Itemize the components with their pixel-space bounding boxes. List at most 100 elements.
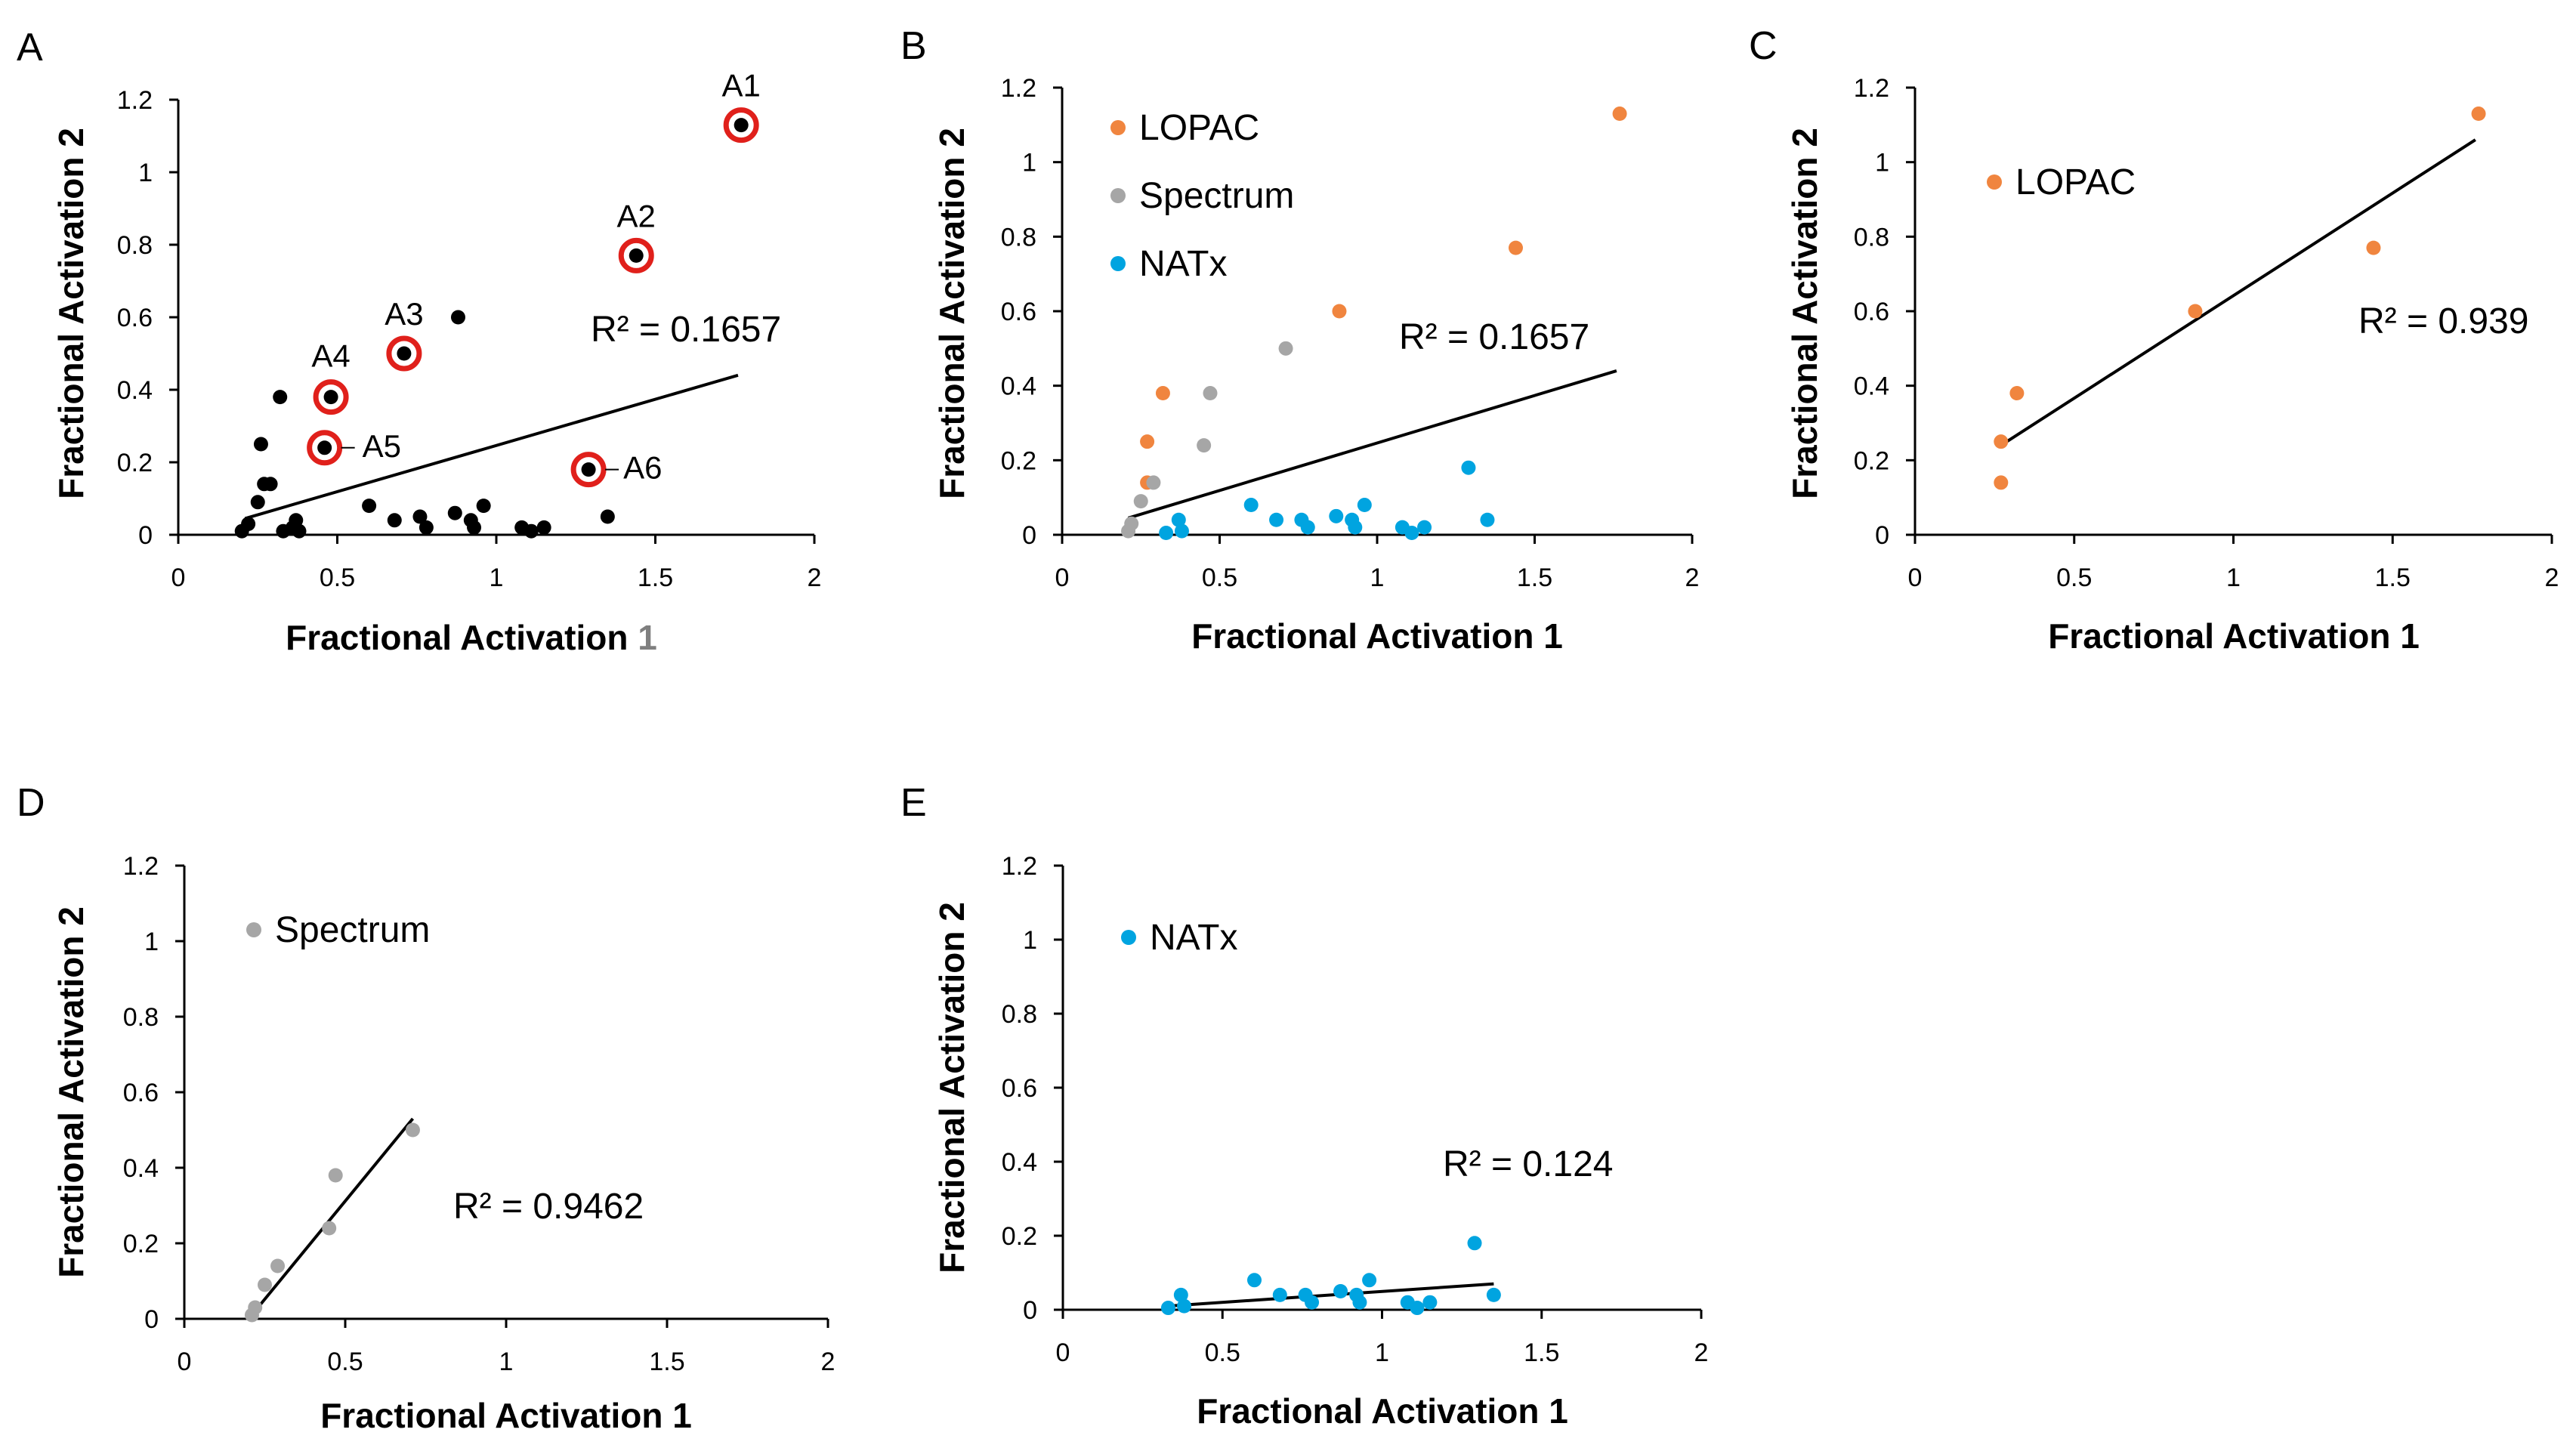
data-point-spectrum xyxy=(270,1258,286,1273)
data-point-natx xyxy=(1329,508,1344,523)
data-point-all xyxy=(467,520,482,535)
r-squared-label: R² = 0.1657 xyxy=(1399,317,1589,357)
data-point-lopac xyxy=(2009,386,2025,401)
data-point-all xyxy=(292,523,307,539)
data-point-natx xyxy=(1417,520,1432,535)
data-point-natx xyxy=(1243,498,1259,513)
x-tick-label: 0 xyxy=(1056,1338,1070,1367)
y-tick-label: 1.2 xyxy=(123,852,159,881)
y-tick-label: 0.6 xyxy=(1001,298,1036,326)
y-tick-label: 0.4 xyxy=(1002,1148,1037,1177)
data-point-highlighted xyxy=(734,118,749,133)
data-point-natx xyxy=(1467,1236,1482,1251)
y-tick-label: 1 xyxy=(138,159,153,187)
data-point-all xyxy=(250,495,265,510)
data-point-all xyxy=(412,509,428,524)
y-tick-label: 0.8 xyxy=(117,231,153,260)
x-tick-label: 1.5 xyxy=(2375,563,2411,592)
data-point-natx xyxy=(1173,1287,1188,1302)
x-axis-label: Fractional Activation 1 xyxy=(2048,616,2420,656)
x-tick-label: 2 xyxy=(2545,563,2559,592)
data-point-all xyxy=(273,390,288,405)
data-point-natx xyxy=(1357,498,1372,513)
data-point-natx xyxy=(1480,512,1495,527)
data-point-all xyxy=(241,517,256,532)
y-axis-label: Fractional Activation 2 xyxy=(1785,128,1824,499)
data-point-all xyxy=(419,520,434,535)
x-axis-label: Fractional Activation 1 xyxy=(1197,1391,1568,1431)
y-tick-label: 0.2 xyxy=(1002,1222,1037,1251)
x-tick-label: 0.5 xyxy=(1205,1338,1240,1367)
legend-marker-lopac xyxy=(1987,174,2002,190)
data-point-natx xyxy=(1159,526,1174,541)
y-tick-label: 0.6 xyxy=(1002,1074,1037,1103)
y-tick-label: 0.8 xyxy=(1854,223,1889,252)
annotation-label: A3 xyxy=(385,296,423,332)
x-tick-label: 1.5 xyxy=(1524,1338,1559,1367)
x-tick-label: 1 xyxy=(490,563,504,592)
y-axis-label: Fractional Activation 2 xyxy=(932,902,971,1273)
data-point-natx xyxy=(1177,1298,1192,1314)
x-tick-label: 0.5 xyxy=(327,1348,363,1376)
data-point-natx xyxy=(1348,520,1363,535)
y-tick-label: 0 xyxy=(1022,521,1036,550)
data-point-lopac xyxy=(2188,304,2203,319)
r-squared-label: R² = 0.9462 xyxy=(453,1187,644,1227)
y-tick-label: 0.6 xyxy=(117,304,153,332)
trendline xyxy=(247,1117,415,1320)
x-tick-label: 1 xyxy=(499,1348,514,1376)
data-point-natx xyxy=(1362,1273,1377,1288)
y-tick-label: 1.2 xyxy=(117,86,153,115)
x-tick-label: 2 xyxy=(1685,563,1700,592)
annotation-label: A6 xyxy=(623,450,662,486)
y-tick-label: 0 xyxy=(1023,1296,1037,1325)
r-squared-label: R² = 0.939 xyxy=(2358,301,2528,341)
legend-marker-spectrum xyxy=(246,922,261,937)
r-squared-label: R² = 0.124 xyxy=(1443,1144,1613,1184)
panel-label: E xyxy=(900,781,927,825)
chart-panel-a: A 0 0.2 0.4 0.6 0.8 1 1.2 0 0.5 1 1.5 2 Fractional Ac… xyxy=(17,26,821,657)
trendline xyxy=(244,373,739,520)
data-point-all xyxy=(263,477,278,492)
data-point-highlighted xyxy=(397,346,412,361)
data-point-all xyxy=(600,509,615,524)
data-point-spectrum xyxy=(1197,438,1212,453)
annotation-label: A4 xyxy=(311,338,350,374)
panel-label: C xyxy=(1749,24,1778,68)
y-tick-label: 0.2 xyxy=(117,449,153,477)
data-point-natx xyxy=(1171,512,1186,527)
data-point-spectrum xyxy=(1278,341,1293,356)
data-point-highlighted xyxy=(323,390,338,405)
y-tick-label: 0.4 xyxy=(123,1154,159,1183)
data-point-natx xyxy=(1160,1301,1175,1316)
chart-panel-d: D 0 0.2 0.4 0.6 0.8 1 1.2 0 0.5 1 1.5 2 Fractional Ac… xyxy=(17,781,835,1435)
legend-marker-spectrum xyxy=(1110,188,1126,203)
y-tick-label: 0.4 xyxy=(1854,372,1889,401)
x-axis-label: Fractional Activation 1 xyxy=(320,1396,692,1435)
data-point-natx xyxy=(1422,1295,1438,1310)
x-tick-label: 0 xyxy=(171,563,186,592)
y-tick-label: 0.2 xyxy=(123,1230,159,1258)
data-point-all xyxy=(536,520,551,535)
legend-marker-lopac xyxy=(1110,120,1126,135)
trendline xyxy=(2000,138,2476,447)
y-axis-label: Fractional Activation 2 xyxy=(932,128,971,499)
x-tick-label: 0.5 xyxy=(320,563,355,592)
legend-label-spectrum: Spectrum xyxy=(1139,176,1294,216)
data-point-all xyxy=(253,437,268,452)
data-point-spectrum xyxy=(1121,523,1136,539)
data-point-natx xyxy=(1333,1284,1348,1298)
y-axis-label: Fractional Activation 2 xyxy=(51,128,91,499)
data-point-lopac xyxy=(1612,107,1627,122)
data-point-lopac xyxy=(1994,475,2009,490)
legend-marker-natx xyxy=(1110,256,1126,271)
data-point-spectrum xyxy=(258,1277,272,1292)
data-point-spectrum xyxy=(405,1122,420,1138)
data-point-all xyxy=(476,499,491,514)
annotation-label: A1 xyxy=(721,68,760,103)
data-point-all xyxy=(524,523,539,539)
x-tick-label: 0 xyxy=(1055,563,1070,592)
x-axis-label: Fractional Activation 1 xyxy=(1191,616,1563,656)
data-point-lopac xyxy=(2471,107,2486,122)
